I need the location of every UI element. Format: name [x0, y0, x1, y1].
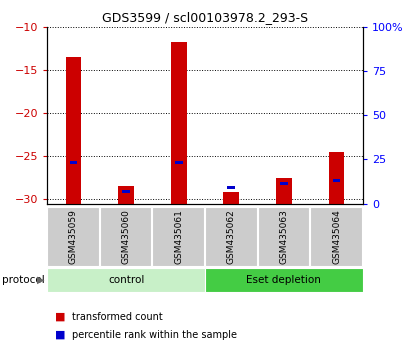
Bar: [174, 161, 182, 165]
Bar: [223, 192, 238, 204]
Text: transformed count: transformed count: [72, 312, 162, 322]
Bar: [204, 207, 256, 266]
Bar: [122, 190, 130, 193]
Bar: [65, 57, 81, 204]
Bar: [275, 178, 291, 204]
Bar: [279, 182, 287, 185]
Text: GDS3599 / scl00103978.2_293-S: GDS3599 / scl00103978.2_293-S: [102, 11, 307, 24]
Bar: [257, 207, 308, 266]
Bar: [310, 207, 361, 266]
Text: GSM435064: GSM435064: [331, 209, 340, 264]
Bar: [70, 161, 77, 165]
Text: GSM435063: GSM435063: [279, 209, 288, 264]
Text: GSM435060: GSM435060: [121, 209, 130, 264]
Text: GSM435059: GSM435059: [69, 209, 78, 264]
Text: ■: ■: [55, 312, 66, 322]
Bar: [328, 152, 344, 204]
Text: ▶: ▶: [36, 275, 44, 285]
Bar: [332, 179, 339, 182]
Bar: [204, 268, 362, 292]
Bar: [171, 42, 186, 204]
Text: percentile rank within the sample: percentile rank within the sample: [72, 330, 236, 339]
Bar: [99, 207, 151, 266]
Text: GSM435062: GSM435062: [226, 209, 235, 264]
Bar: [47, 268, 204, 292]
Text: ■: ■: [55, 330, 66, 339]
Bar: [118, 186, 134, 204]
Bar: [227, 185, 235, 189]
Bar: [152, 207, 203, 266]
Text: protocol: protocol: [2, 275, 45, 285]
Text: GSM435061: GSM435061: [174, 209, 183, 264]
Text: Eset depletion: Eset depletion: [246, 275, 321, 285]
Bar: [47, 207, 99, 266]
Text: control: control: [108, 275, 144, 285]
